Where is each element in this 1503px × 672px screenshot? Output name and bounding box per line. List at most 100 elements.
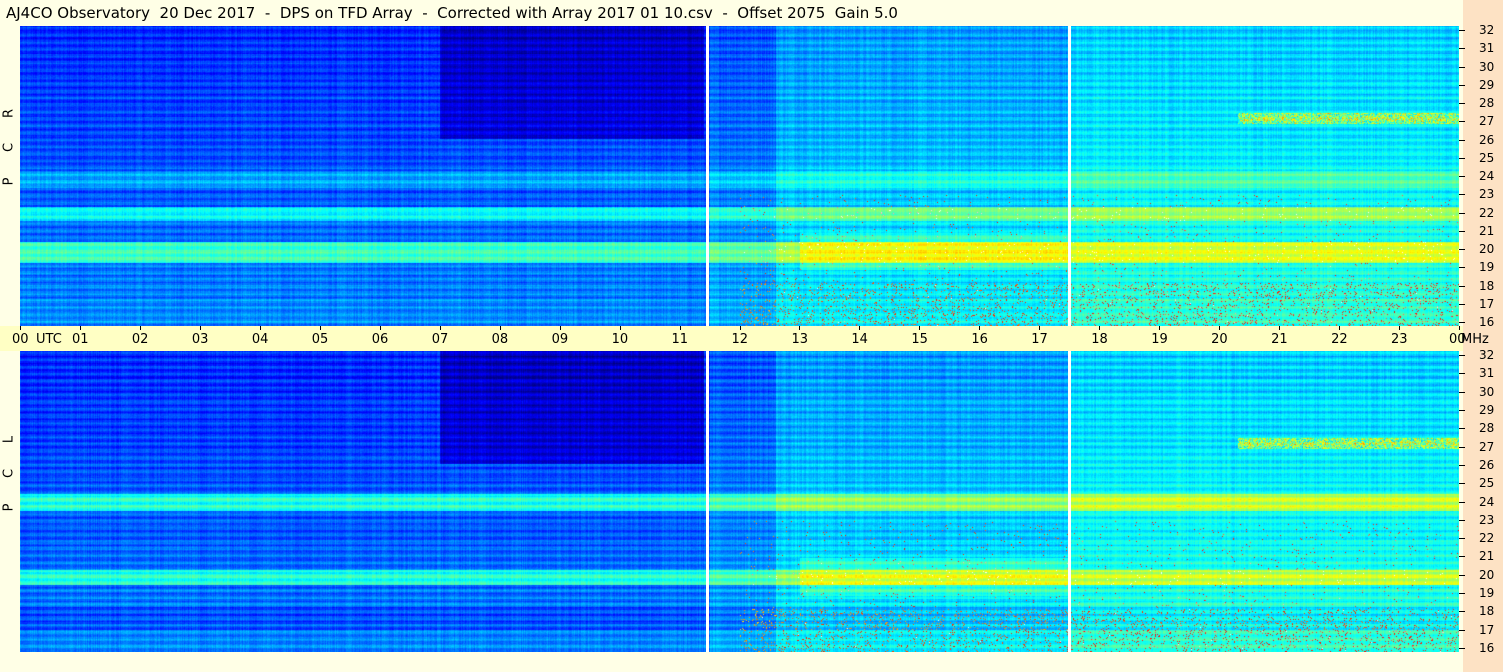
time-tick-mark	[619, 326, 621, 330]
time-tick-mark	[139, 326, 141, 330]
frequency-tick-mark	[1459, 556, 1465, 558]
frequency-tick-label: 27	[1479, 439, 1495, 454]
time-tick-mark	[559, 326, 561, 330]
frequency-tick-label: 17	[1479, 296, 1495, 311]
title-bar: AJ4CO Observatory 20 Dec 2017 - DPS on T…	[0, 0, 1463, 26]
frequency-tick-label: 20	[1479, 567, 1495, 582]
frequency-tick-label: 22	[1479, 531, 1495, 546]
time-tick-label: 08	[491, 332, 509, 347]
data-gap-line	[1068, 26, 1072, 326]
rcp-spectrogram	[20, 26, 1459, 326]
frequency-tick-mark	[1459, 84, 1465, 86]
frequency-tick-mark	[1459, 285, 1465, 287]
frequency-tick-label: 32	[1479, 23, 1495, 37]
time-tick-mark	[1399, 326, 1401, 330]
frequency-tick-label: 22	[1479, 205, 1495, 220]
time-tick-mark	[1279, 326, 1281, 330]
time-tick-label: 06	[371, 332, 389, 347]
frequency-tick-mark	[1459, 611, 1465, 613]
frequency-tick-label: 28	[1479, 96, 1495, 110]
frequency-tick-mark	[1459, 30, 1465, 31]
time-tick-mark	[919, 326, 921, 330]
time-tick-label: 09	[551, 332, 569, 347]
frequency-tick-mark	[1459, 538, 1465, 540]
time-tick-mark	[199, 326, 201, 330]
panel-label-letter: C	[1, 142, 17, 153]
time-tick-mark	[499, 326, 501, 330]
panel-label-letter: L	[1, 435, 17, 443]
time-tick-label: 16	[971, 332, 988, 347]
frequency-tick-mark	[1459, 176, 1465, 177]
time-tick-mark	[799, 326, 801, 330]
frequency-tick-label: 21	[1479, 549, 1495, 564]
frequency-tick-label: 18	[1479, 278, 1495, 293]
frequency-tick-label: 26	[1479, 132, 1495, 147]
frequency-tick-mark	[1459, 212, 1465, 214]
rcp-gutter	[0, 26, 20, 326]
frequency-tick-mark	[1459, 322, 1465, 323]
frequency-tick-mark	[1459, 409, 1465, 411]
scale-strip	[1463, 0, 1503, 672]
time-tick-label: 03	[191, 332, 209, 347]
data-gap-line	[705, 351, 709, 652]
time-tick-label: 07	[431, 332, 449, 347]
frequency-tick-mark	[1459, 391, 1465, 393]
frequency-tick-label: 18	[1479, 604, 1495, 619]
frequency-tick-mark	[1459, 483, 1465, 485]
time-tick-label: 04	[251, 332, 269, 347]
panel-label-letter: P	[1, 503, 17, 511]
time-tick-mark	[1339, 326, 1341, 330]
frequency-unit-label: MHz	[1461, 332, 1489, 347]
frequency-tick-mark	[1459, 629, 1465, 631]
time-tick-mark	[79, 326, 81, 330]
time-tick-label: 00	[12, 332, 29, 347]
time-tick-label: 05	[311, 332, 329, 347]
frequency-tick-label: 23	[1479, 512, 1495, 527]
time-tick-label: 20	[1211, 332, 1228, 347]
frequency-tick-mark	[1459, 303, 1465, 305]
frequency-tick-label: 16	[1479, 315, 1495, 329]
frequency-tick-mark	[1459, 593, 1465, 595]
frequency-tick-label: 25	[1479, 476, 1495, 491]
frequency-tick-label: 24	[1479, 169, 1495, 183]
time-tick-label: 10	[611, 332, 629, 347]
frequency-tick-mark	[1459, 464, 1465, 466]
time-tick-label: 13	[791, 332, 808, 347]
frequency-tick-label: 20	[1479, 242, 1495, 256]
frequency-tick-mark	[1459, 501, 1465, 503]
time-tick-mark	[1099, 326, 1101, 330]
frequency-tick-mark	[1459, 139, 1465, 141]
time-axis: 00 01 02 03 04 05 06 07 08 09 10 11 12 13 14 15 16 17 18 19…	[0, 326, 1489, 351]
frequency-tick-label: 26	[1479, 457, 1495, 472]
time-tick-label: 11	[671, 332, 689, 347]
frequency-tick-label: 29	[1479, 402, 1495, 417]
frequency-tick-label: 30	[1479, 59, 1495, 74]
frequency-tick-mark	[1459, 103, 1465, 104]
time-tick-label: 00	[1449, 332, 1466, 347]
time-tick-mark	[679, 326, 681, 330]
time-tick-label: 01	[71, 332, 89, 347]
frequency-tick-mark	[1459, 230, 1465, 232]
frequency-tick-label: 21	[1479, 223, 1495, 238]
frequency-tick-label: 24	[1479, 494, 1495, 509]
time-tick-mark	[319, 326, 321, 330]
frequency-tick-label: 31	[1479, 41, 1495, 56]
time-tick-label: 23	[1391, 332, 1408, 347]
time-tick-mark	[1159, 326, 1161, 330]
time-tick-label: 02	[131, 332, 149, 347]
time-tick-label: 14	[851, 332, 868, 347]
frequency-tick-label: 19	[1479, 586, 1495, 601]
frequency-tick-mark	[1459, 355, 1465, 356]
frequency-tick-label: 17	[1479, 622, 1495, 637]
time-tick-mark	[259, 326, 261, 330]
frequency-tick-label: 23	[1479, 187, 1495, 202]
rcp-panel-label: R C P	[1, 26, 17, 326]
frequency-tick-mark	[1459, 194, 1465, 196]
frequency-tick-mark	[1459, 519, 1465, 521]
panel-label-letter: R	[1, 108, 17, 119]
time-tick-label: 22	[1331, 332, 1348, 347]
time-tick-mark	[979, 326, 981, 330]
frequency-tick-label: 19	[1479, 260, 1495, 275]
time-unit-label: UTC	[36, 332, 62, 347]
